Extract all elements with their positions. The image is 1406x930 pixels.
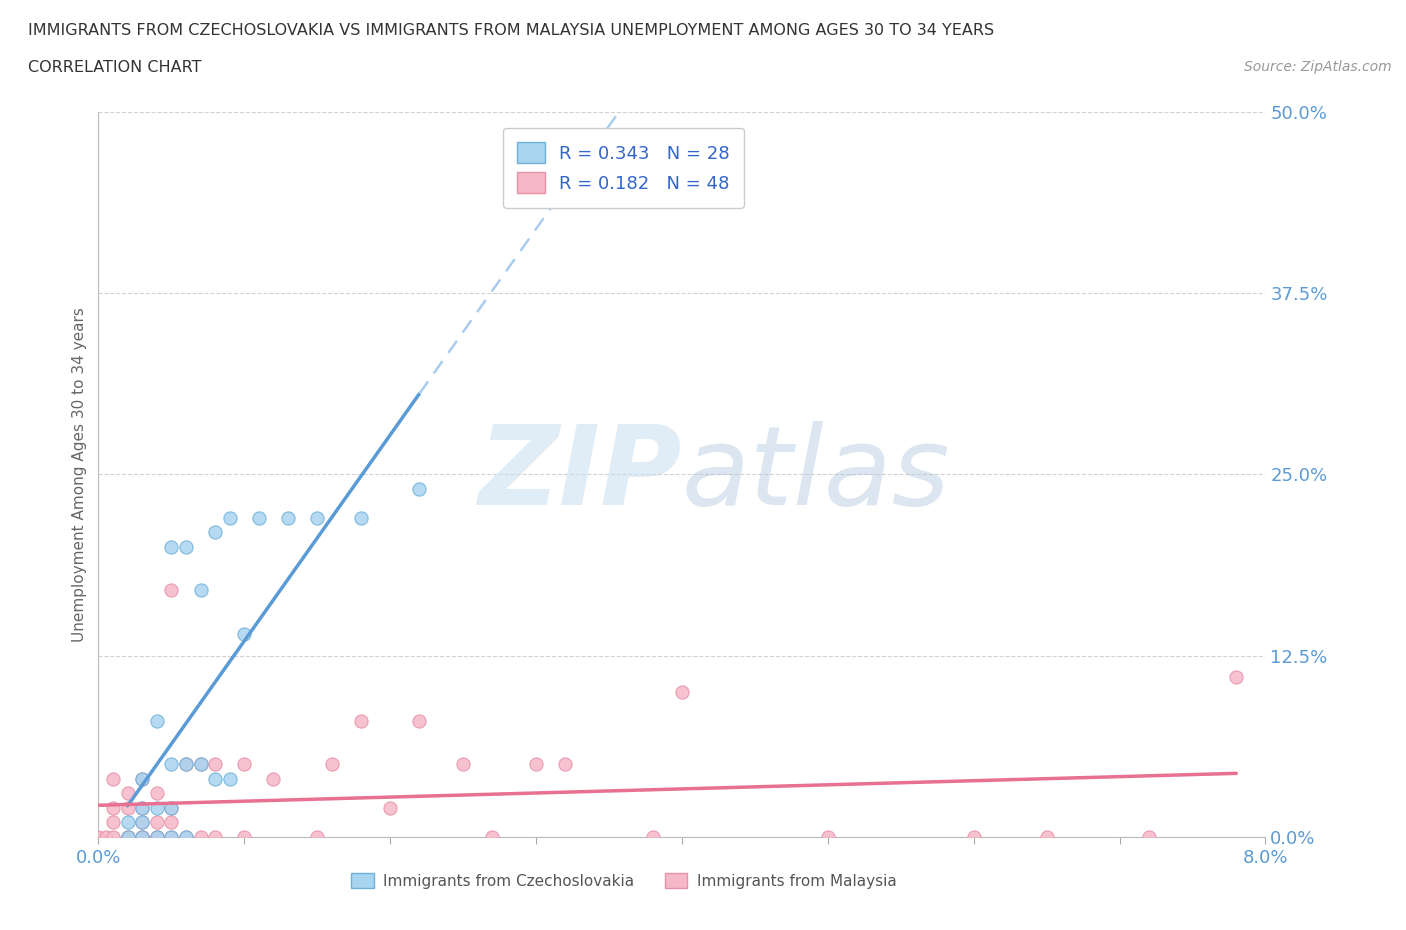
Text: atlas: atlas (682, 420, 950, 528)
Point (101, 830, 124, 844)
Point (247, 511, 270, 525)
Point (817, 830, 839, 844)
Text: Source: ZipAtlas.com: Source: ZipAtlas.com (1244, 60, 1392, 74)
Point (131, 815, 153, 830)
Point (131, 772, 153, 787)
Point (117, 830, 139, 844)
Point (307, 830, 329, 844)
Point (190, 757, 212, 772)
Point (117, 830, 139, 844)
Point (146, 786, 169, 801)
Point (160, 801, 183, 816)
Point (190, 757, 212, 772)
Point (117, 786, 139, 801)
Point (101, 801, 124, 816)
Point (218, 511, 240, 525)
Point (174, 830, 197, 844)
Point (233, 757, 256, 772)
Legend: Immigrants from Czechoslovakia, Immigrants from Malaysia: Immigrants from Czechoslovakia, Immigran… (344, 867, 903, 895)
Point (671, 684, 693, 699)
Point (160, 815, 183, 830)
Point (131, 772, 153, 787)
Point (408, 713, 430, 728)
Point (1137, 830, 1160, 844)
Point (101, 815, 124, 830)
Point (204, 772, 226, 787)
Point (307, 511, 329, 525)
Point (233, 830, 256, 844)
Y-axis label: Unemployment Among Ages 30 to 34 years: Unemployment Among Ages 30 to 34 years (72, 307, 87, 642)
Point (131, 830, 153, 844)
Point (350, 713, 373, 728)
Point (94, 830, 117, 844)
Point (160, 830, 183, 844)
Point (160, 539, 183, 554)
Point (160, 801, 183, 816)
Point (408, 482, 430, 497)
Point (380, 801, 402, 816)
Point (174, 539, 197, 554)
Point (131, 830, 153, 844)
Point (160, 830, 183, 844)
Point (641, 830, 664, 844)
Point (262, 772, 284, 787)
Point (101, 772, 124, 787)
Point (233, 627, 256, 642)
Text: IMMIGRANTS FROM CZECHOSLOVAKIA VS IMMIGRANTS FROM MALAYSIA UNEMPLOYMENT AMONG AG: IMMIGRANTS FROM CZECHOSLOVAKIA VS IMMIGR… (28, 23, 994, 38)
Point (481, 830, 503, 844)
Point (146, 713, 169, 728)
Point (146, 830, 169, 844)
Text: CORRELATION CHART: CORRELATION CHART (28, 60, 201, 75)
Point (962, 830, 984, 844)
Point (174, 757, 197, 772)
Text: ZIP: ZIP (478, 420, 682, 528)
Point (1035, 830, 1057, 844)
Point (146, 830, 169, 844)
Point (117, 815, 139, 830)
Point (204, 830, 226, 844)
Point (117, 801, 139, 816)
Point (321, 757, 343, 772)
Point (160, 583, 183, 598)
Point (1225, 670, 1247, 684)
Point (131, 830, 153, 844)
Point (131, 801, 153, 816)
Point (146, 801, 169, 816)
Point (160, 757, 183, 772)
Point (190, 583, 212, 598)
Point (87, 830, 110, 844)
Point (131, 815, 153, 830)
Point (277, 511, 299, 525)
Point (204, 757, 226, 772)
Point (204, 525, 226, 539)
Point (524, 757, 547, 772)
Point (146, 815, 169, 830)
Point (174, 830, 197, 844)
Point (350, 511, 373, 525)
Point (554, 757, 576, 772)
Point (190, 830, 212, 844)
Point (117, 830, 139, 844)
Point (451, 757, 474, 772)
Point (131, 801, 153, 816)
Point (174, 757, 197, 772)
Point (146, 830, 169, 844)
Point (218, 772, 240, 787)
